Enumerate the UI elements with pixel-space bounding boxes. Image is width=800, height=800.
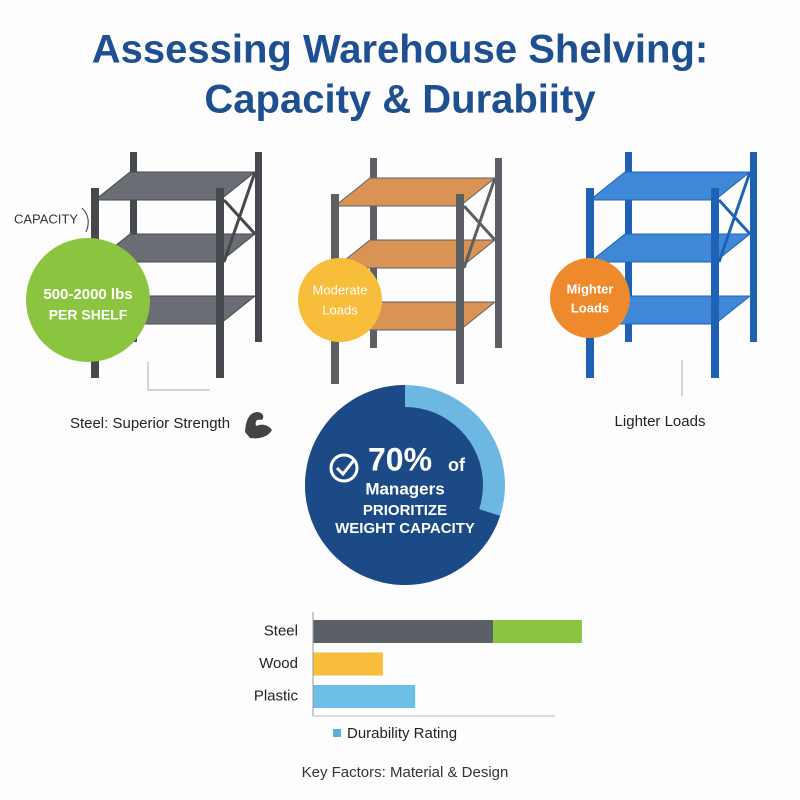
bar <box>313 652 383 676</box>
bar <box>493 620 582 643</box>
bar <box>313 685 416 708</box>
category-label: Wood <box>259 655 298 672</box>
category-label: Steel <box>264 622 298 639</box>
circle-text: Mighter <box>567 281 614 296</box>
circle-text: Loads <box>322 302 358 317</box>
legend-label: Durability Rating <box>347 725 457 742</box>
circle-text: PER SHELF <box>49 307 128 323</box>
shelf-post <box>456 194 464 384</box>
shelf-post <box>255 152 262 342</box>
steel-circle <box>26 238 150 362</box>
check-icon <box>329 453 359 483</box>
shelf-brace <box>717 171 752 263</box>
circle-text: Moderate <box>313 282 368 297</box>
donut-value: 70% <box>368 441 432 477</box>
steel-label: Steel: Superior Strength <box>70 415 230 432</box>
title-line: Assessing Warehouse Shelving: <box>92 28 708 72</box>
shelf-post <box>711 188 719 378</box>
legend-swatch <box>333 729 341 737</box>
category-label: Plastic <box>254 687 299 704</box>
bar-chart: Steel Wood Plastic Durability Rating <box>254 612 582 742</box>
donut-text: PRIORITIZE <box>363 502 447 519</box>
title-line: Capacity & Durabiity <box>204 78 596 122</box>
capacity-arrow <box>81 207 89 233</box>
wood-circle <box>298 258 382 342</box>
shelf-brace <box>462 177 497 269</box>
shelf-post <box>750 152 757 342</box>
capacity-label: CAPACITY <box>14 211 78 226</box>
donut-text: WEIGHT CAPACITY <box>335 520 475 537</box>
plastic-circle <box>550 258 630 338</box>
connector <box>147 362 210 391</box>
shelf-post <box>216 188 224 378</box>
muscle-icon <box>245 412 272 439</box>
plastic-label: Lighter Loads <box>615 413 706 430</box>
donut-center <box>327 407 483 563</box>
circle-text: Loads <box>571 300 609 315</box>
footer: Key Factors: Material & Design <box>302 764 509 781</box>
shelf-post <box>495 158 502 348</box>
circle-text: 500-2000 lbs <box>43 286 132 303</box>
donut-text: of <box>448 455 466 475</box>
shelf-brace <box>222 171 257 263</box>
bar <box>313 620 494 643</box>
shelf-board <box>93 171 257 201</box>
check-mark <box>335 459 356 477</box>
donut-text: Managers <box>365 479 444 498</box>
